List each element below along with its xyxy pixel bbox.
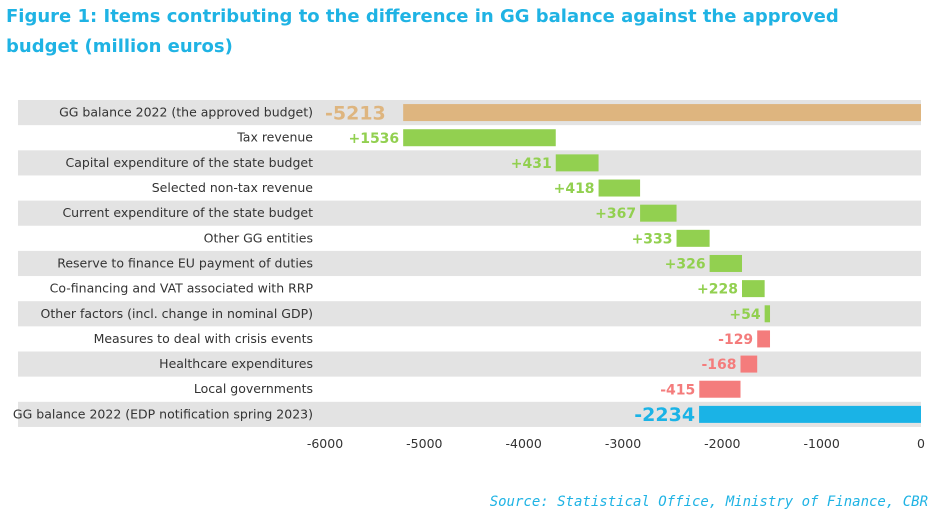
bar xyxy=(757,330,771,348)
data-label: -415 xyxy=(660,382,695,398)
data-label: -129 xyxy=(718,332,753,348)
category-label: Other factors (incl. change in nominal G… xyxy=(41,306,313,321)
data-label: +333 xyxy=(632,231,673,247)
x-tick-label: -1000 xyxy=(804,436,840,451)
category-label: Capital expenditure of the state budget xyxy=(66,155,314,170)
category-label: Healthcare expenditures xyxy=(159,356,313,371)
data-label: +431 xyxy=(511,156,552,172)
category-label: Reserve to finance EU payment of duties xyxy=(57,255,313,270)
category-label: Current expenditure of the state budget xyxy=(62,205,313,220)
category-label: GG balance 2022 (the approved budget) xyxy=(59,105,313,120)
category-label: Tax revenue xyxy=(236,130,313,145)
bar xyxy=(742,280,765,298)
data-label: +326 xyxy=(665,257,706,273)
category-labels: GG balance 2022 (the approved budget) Tax… xyxy=(13,105,314,422)
x-tick-label: 0 xyxy=(917,436,925,451)
bar xyxy=(709,254,743,272)
bar xyxy=(598,179,641,197)
row-band xyxy=(18,200,921,226)
data-label: +367 xyxy=(595,206,636,222)
bar xyxy=(403,104,922,122)
category-label: Other GG entities xyxy=(204,230,313,245)
x-axis-ticks: -6000 -5000 -4000 -3000 -2000 -1000 0 xyxy=(307,436,925,451)
category-label: Local governments xyxy=(194,381,313,396)
category-label: Measures to deal with crisis events xyxy=(94,331,313,346)
data-label: -2234 xyxy=(634,404,695,426)
bar xyxy=(740,355,758,373)
row-band xyxy=(18,150,921,176)
row-band xyxy=(18,351,921,377)
data-label: +1536 xyxy=(348,131,399,147)
x-tick-label: -6000 xyxy=(307,436,343,451)
x-tick-label: -2000 xyxy=(704,436,740,451)
category-label: Co-financing and VAT associated with RRP xyxy=(50,281,314,296)
row-band xyxy=(18,250,921,277)
x-tick-label: -3000 xyxy=(605,436,641,451)
x-tick-label: -4000 xyxy=(506,436,542,451)
chart-title: Figure 1: Items contributing to the diff… xyxy=(6,6,839,57)
category-label: Selected non-tax revenue xyxy=(152,180,314,195)
bar xyxy=(555,154,599,172)
bar xyxy=(764,305,771,323)
source-note: Source: Statistical Office, Ministry of … xyxy=(489,494,928,510)
category-label: GG balance 2022 (EDP notification spring… xyxy=(13,406,313,421)
data-label: +228 xyxy=(697,282,738,298)
bar xyxy=(699,405,921,423)
bar xyxy=(403,129,556,147)
bars xyxy=(403,104,922,423)
x-tick-label: -5000 xyxy=(406,436,442,451)
bar xyxy=(640,204,677,222)
bar xyxy=(699,380,741,398)
row-band xyxy=(18,301,921,327)
data-label: -168 xyxy=(701,357,736,373)
data-label: +418 xyxy=(554,181,595,197)
data-label: -5213 xyxy=(325,102,386,124)
waterfall-chart: GG balance 2022 (the approved budget) Tax… xyxy=(13,100,925,451)
bar xyxy=(676,229,710,247)
data-label: +54 xyxy=(729,307,760,323)
data-labels: -5213 +1536 +431+418+367 +333 +326 +228 +54 -12… xyxy=(325,102,761,426)
